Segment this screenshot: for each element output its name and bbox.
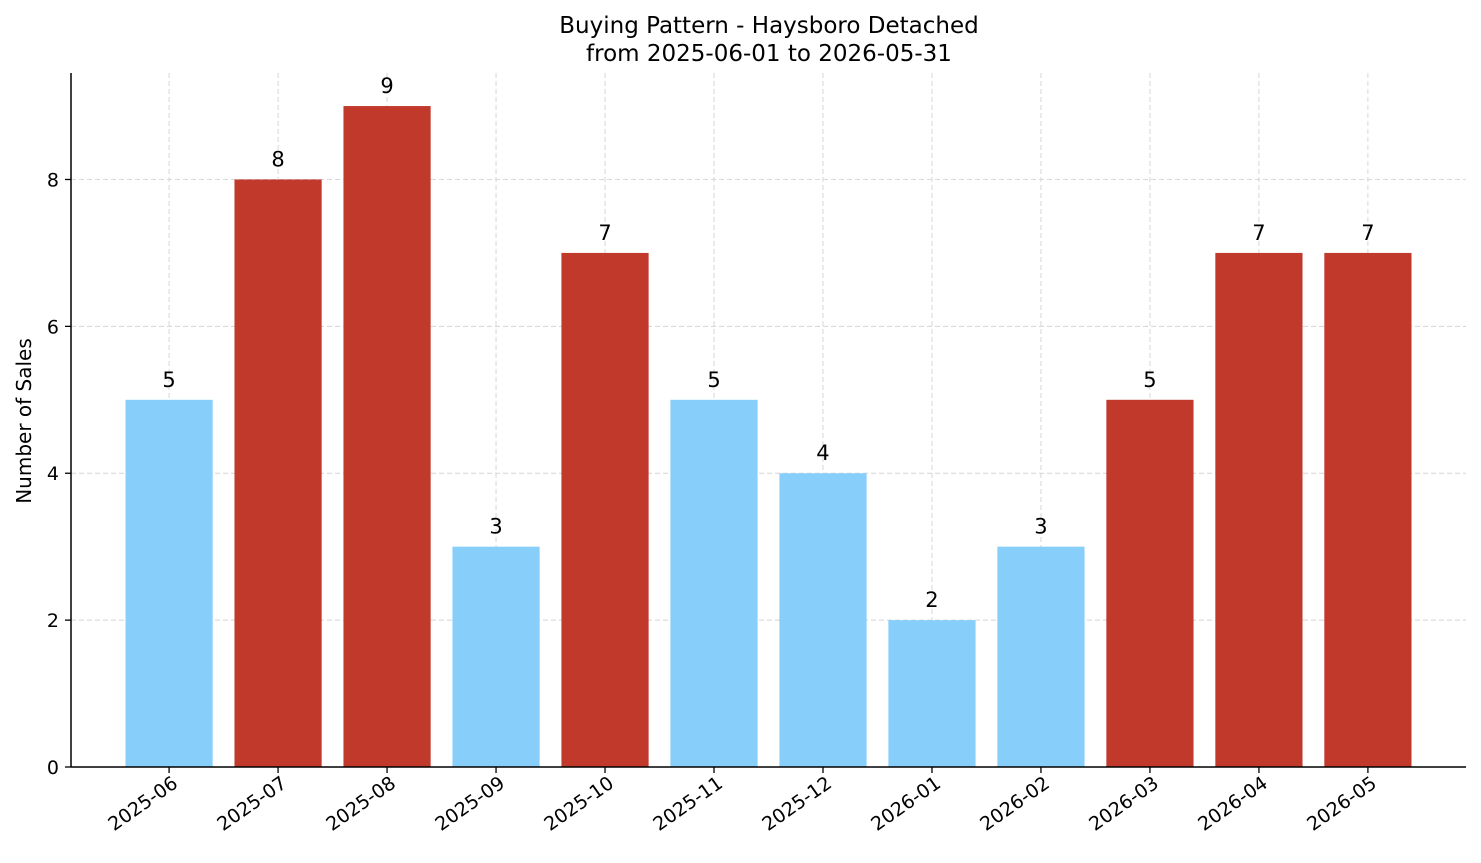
- bar-2026-03: [1106, 399, 1194, 767]
- bar-2025-08: [343, 106, 431, 768]
- bar-2025-10: [561, 252, 649, 768]
- bar-2026-05: [1324, 252, 1412, 768]
- x-tick-label-2026-02: 2026-02: [976, 772, 1054, 836]
- x-tick-label-2025-06: 2025-06: [104, 772, 182, 836]
- y-tick-label: 6: [47, 316, 59, 338]
- chart-subtitle: from 2025-06-01 to 2026-05-31: [586, 41, 952, 67]
- value-label-2026-02: 3: [1034, 515, 1047, 539]
- value-label-2026-03: 5: [1143, 368, 1156, 392]
- x-tick-label-2026-03: 2026-03: [1085, 772, 1163, 836]
- value-labels: 5 8 9 3 7 5 4 2 3 5 7 7: [162, 74, 1374, 612]
- value-label-2026-01: 2: [925, 588, 938, 612]
- x-tick-label-2026-04: 2026-04: [1194, 772, 1272, 836]
- bar-2025-07: [234, 179, 322, 768]
- x-tick-label-2026-05: 2026-05: [1303, 772, 1381, 836]
- bar-2026-02: [997, 546, 1085, 767]
- y-tick-label: 8: [47, 169, 59, 191]
- x-tick-label-2025-10: 2025-10: [540, 772, 618, 836]
- value-label-2025-08: 9: [380, 74, 393, 98]
- value-label-2025-06: 5: [162, 368, 175, 392]
- bar-2025-12: [779, 473, 867, 767]
- x-tick-label-2025-11: 2025-11: [649, 772, 727, 836]
- bar-2026-04: [1215, 252, 1303, 768]
- value-label-2025-07: 8: [271, 147, 284, 171]
- bar-2025-09: [452, 546, 540, 767]
- x-tick-label-2025-07: 2025-07: [213, 772, 291, 836]
- value-label-2026-04: 7: [1252, 221, 1265, 245]
- x-tick-label-2025-09: 2025-09: [431, 772, 509, 836]
- value-label-2025-10: 7: [598, 221, 611, 245]
- y-axis-label: Number of Sales: [12, 338, 36, 504]
- x-tick-label-2026-01: 2026-01: [867, 772, 945, 836]
- y-tick-label: 2: [47, 610, 59, 632]
- bar-2026-01: [888, 620, 976, 767]
- x-axis: 2025-06 2025-07 2025-08 2025-09 2025-10 2025-…: [71, 766, 1466, 836]
- bar-2025-11: [670, 399, 758, 767]
- value-label-2026-05: 7: [1361, 221, 1374, 245]
- value-label-2025-09: 3: [489, 515, 502, 539]
- chart-title: Buying Pattern - Haysboro Detached: [559, 13, 978, 39]
- y-axis: 0 2 4 6 8: [47, 73, 72, 779]
- bar-2025-06: [125, 399, 213, 767]
- y-tick-label: 4: [47, 463, 59, 485]
- value-label-2025-11: 5: [707, 368, 720, 392]
- x-tick-label-2025-12: 2025-12: [758, 772, 836, 836]
- x-tick-label-2025-08: 2025-08: [322, 772, 400, 836]
- y-tick-label: 0: [47, 757, 59, 779]
- value-label-2025-12: 4: [816, 441, 829, 465]
- bars: [125, 106, 1412, 768]
